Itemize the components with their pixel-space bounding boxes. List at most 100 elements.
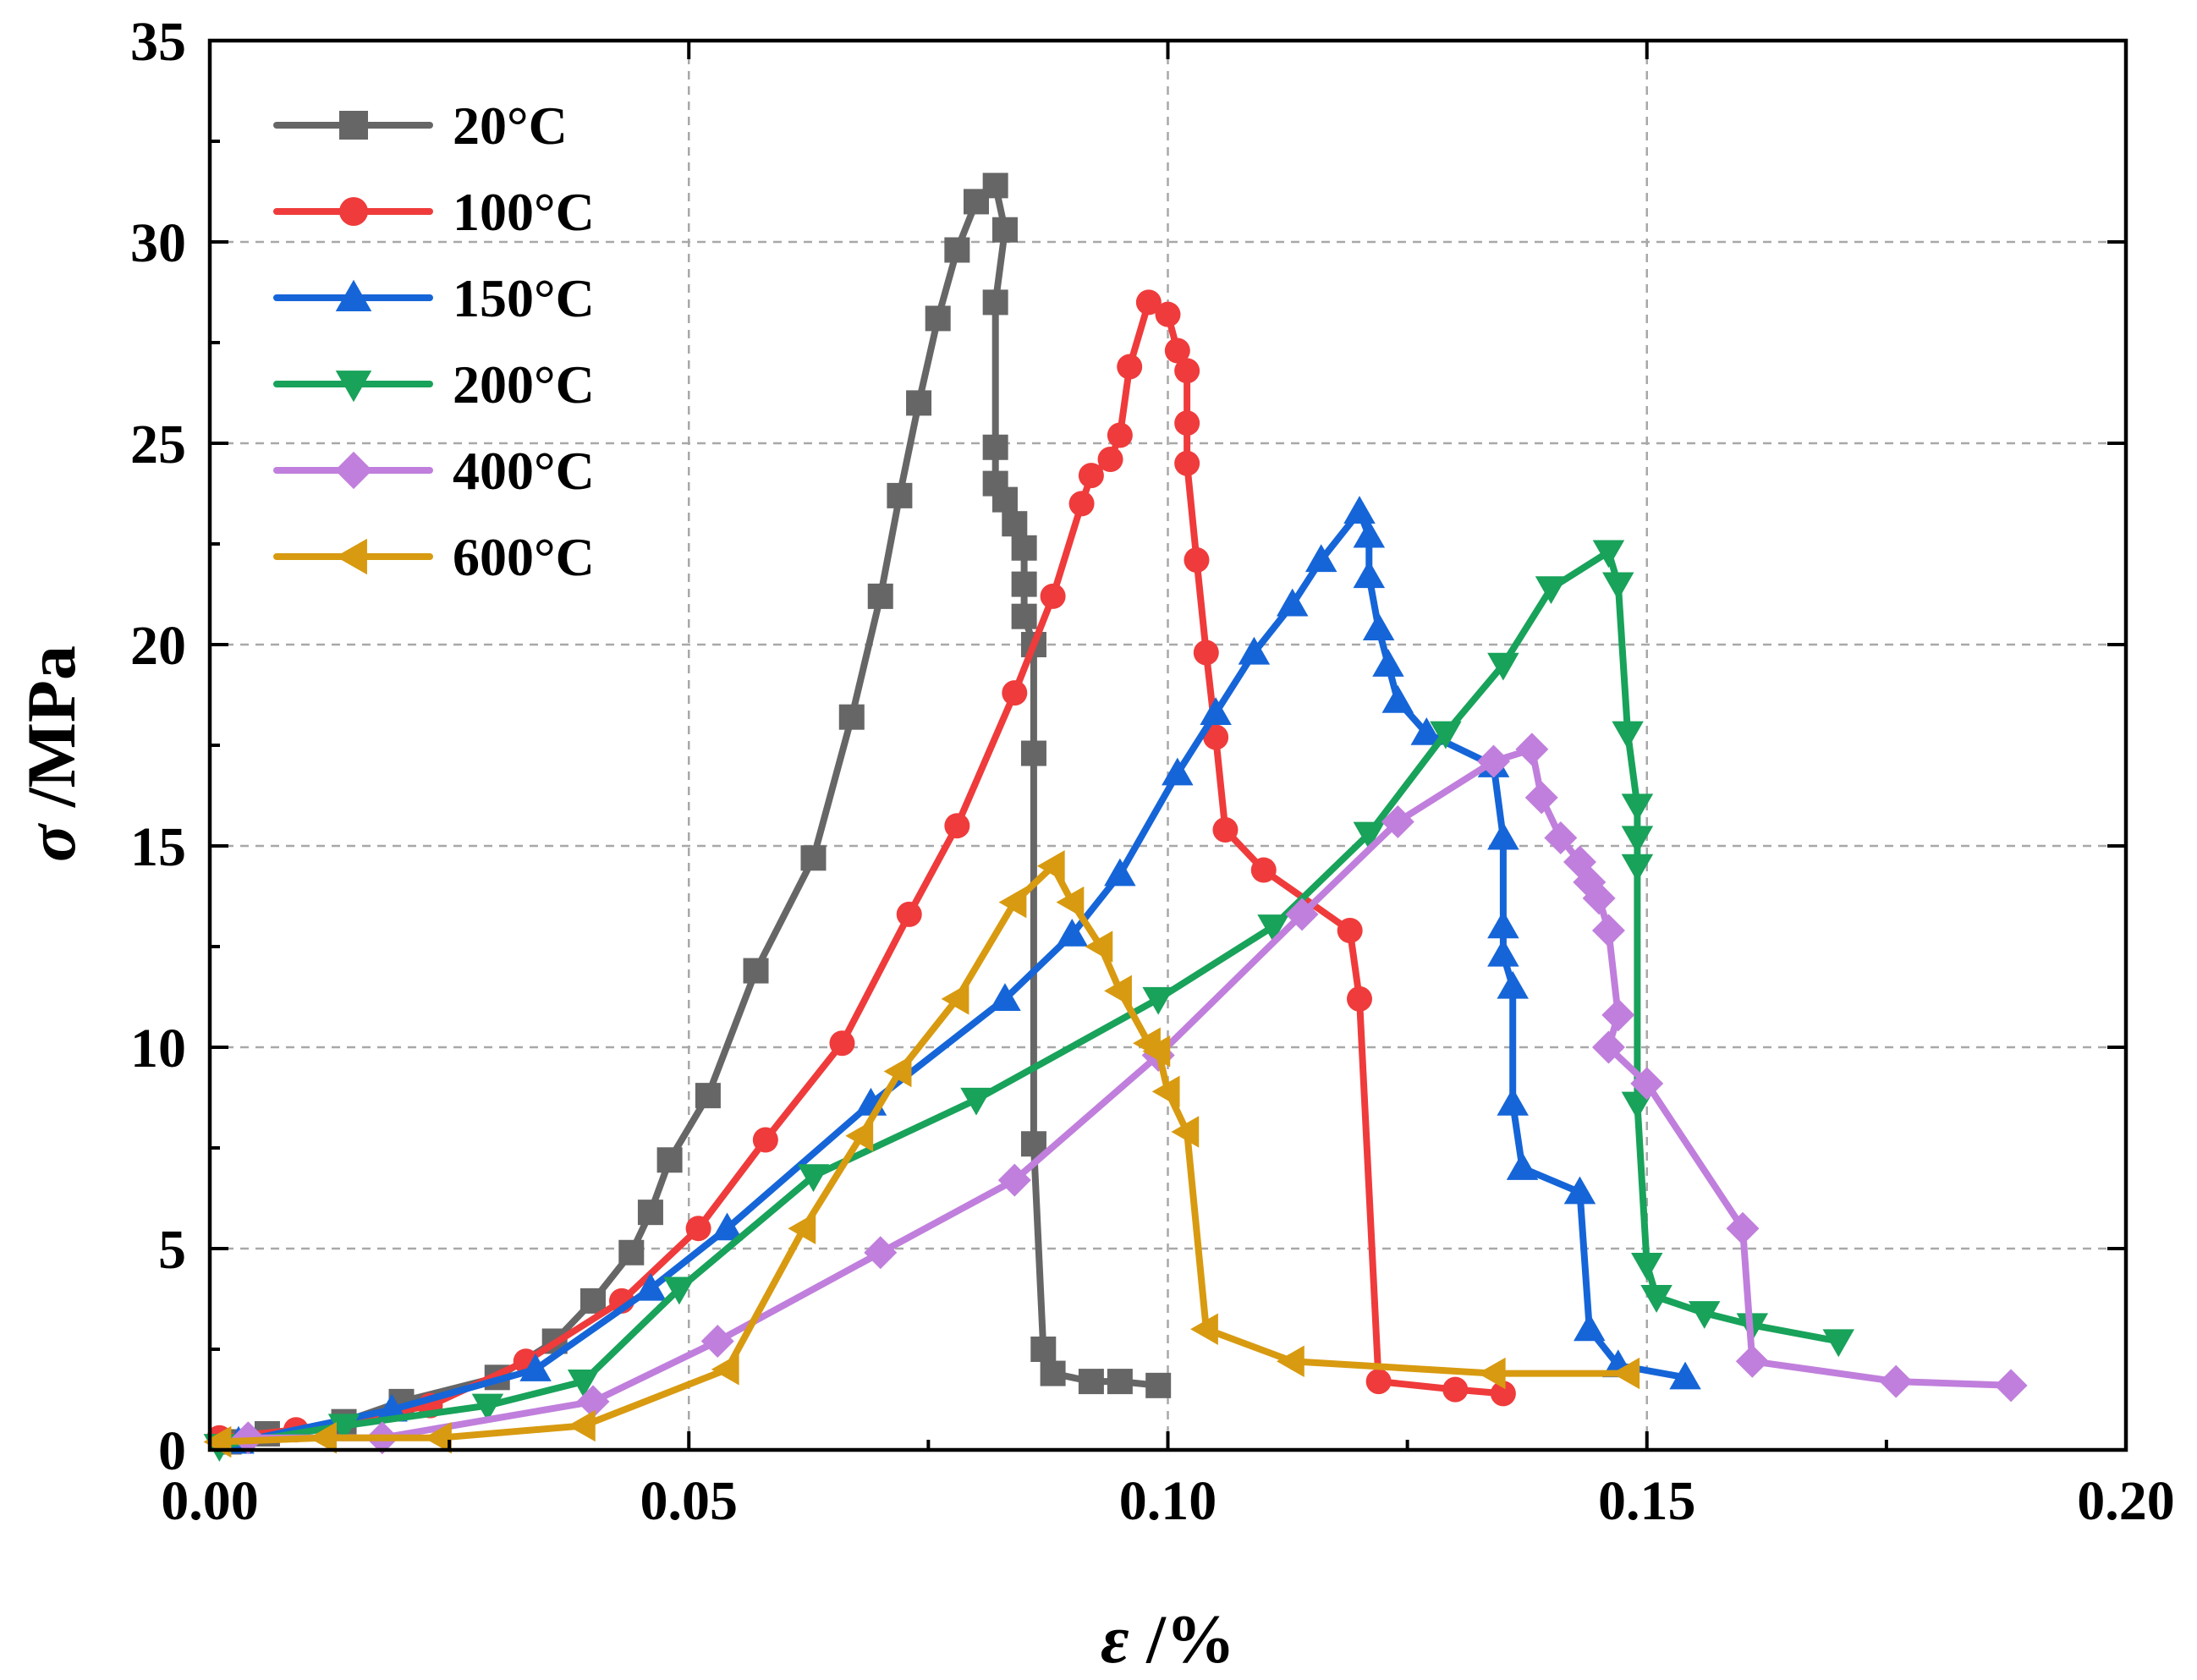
data-point bbox=[1117, 354, 1143, 380]
data-point bbox=[1735, 1344, 1769, 1378]
data-point bbox=[637, 1200, 663, 1226]
legend-item: 600°C bbox=[273, 527, 595, 587]
data-point bbox=[1442, 1376, 1469, 1403]
data-point bbox=[991, 217, 1018, 243]
data-point bbox=[1174, 450, 1200, 476]
data-point bbox=[1068, 491, 1095, 517]
legend-marker bbox=[335, 538, 367, 575]
data-point bbox=[1640, 1285, 1672, 1313]
data-point bbox=[743, 958, 769, 984]
data-point bbox=[982, 173, 1008, 199]
data-point bbox=[711, 1353, 739, 1386]
data-point bbox=[1162, 757, 1194, 786]
data-point bbox=[618, 1239, 645, 1265]
series-line bbox=[216, 862, 1632, 1446]
data-point bbox=[1688, 1301, 1721, 1329]
data-point bbox=[1285, 898, 1319, 931]
data-point bbox=[471, 1393, 504, 1422]
data-point bbox=[1353, 519, 1386, 548]
data-point bbox=[1353, 821, 1386, 850]
data-point bbox=[1135, 289, 1162, 316]
data-point bbox=[1276, 1345, 1304, 1378]
data-point bbox=[1011, 535, 1037, 561]
data-point bbox=[1184, 547, 1210, 574]
legend-label: 150°C bbox=[453, 268, 595, 328]
legend-marker bbox=[335, 279, 372, 311]
data-point bbox=[1142, 986, 1174, 1015]
data-point bbox=[1515, 733, 1549, 766]
y-axis-unit: /MPa bbox=[13, 645, 90, 808]
data-point bbox=[695, 1083, 721, 1109]
data-point bbox=[800, 845, 827, 871]
data-point bbox=[1621, 854, 1654, 882]
data-point bbox=[1372, 649, 1404, 677]
y-tick-label: 15 bbox=[130, 816, 186, 878]
series-line bbox=[216, 548, 1843, 1450]
data-point bbox=[1104, 858, 1136, 887]
data-point bbox=[1477, 1357, 1506, 1390]
data-point bbox=[1257, 914, 1289, 942]
data-point bbox=[1056, 886, 1085, 919]
data-point bbox=[998, 886, 1027, 919]
data-point bbox=[567, 1409, 596, 1442]
data-point bbox=[1155, 301, 1181, 327]
legend-label: 20°C bbox=[453, 96, 568, 156]
data-point bbox=[1343, 496, 1376, 524]
legend-item: 400°C bbox=[273, 441, 595, 501]
series-4 bbox=[231, 733, 2028, 1455]
x-tick-label: 0.20 bbox=[2077, 1470, 2175, 1532]
data-point bbox=[944, 813, 970, 839]
data-point bbox=[1487, 652, 1519, 681]
data-point bbox=[1506, 1152, 1539, 1180]
data-point bbox=[1193, 640, 1219, 666]
data-point bbox=[1574, 1313, 1606, 1342]
data-point bbox=[1200, 697, 1232, 725]
series-5 bbox=[203, 850, 1640, 1458]
data-point bbox=[941, 983, 969, 1015]
data-point bbox=[1164, 338, 1190, 364]
data-point bbox=[906, 390, 932, 416]
data-point bbox=[1592, 540, 1625, 568]
series-line bbox=[235, 508, 1689, 1446]
data-point bbox=[1002, 680, 1028, 706]
data-point bbox=[309, 1421, 337, 1454]
legend-label: 200°C bbox=[453, 354, 595, 415]
data-point bbox=[991, 486, 1018, 513]
x-axis-symbol: ε bbox=[1101, 1600, 1129, 1677]
data-point bbox=[1002, 511, 1028, 537]
data-point bbox=[1337, 917, 1363, 943]
data-point bbox=[1171, 1116, 1200, 1148]
data-point bbox=[1630, 1067, 1664, 1101]
data-point bbox=[867, 583, 893, 609]
data-point bbox=[1056, 918, 1088, 947]
data-point bbox=[1487, 938, 1519, 967]
data-point bbox=[1174, 358, 1200, 384]
data-point bbox=[1430, 721, 1462, 749]
data-point bbox=[752, 1127, 778, 1153]
data-point bbox=[1104, 975, 1132, 1007]
data-point bbox=[1020, 740, 1046, 766]
data-point bbox=[1040, 1360, 1066, 1386]
y-axis-title: σ /MPa bbox=[13, 645, 90, 862]
data-point bbox=[1145, 1372, 1172, 1398]
data-point bbox=[1601, 998, 1635, 1032]
x-tick-label: 0.05 bbox=[640, 1470, 739, 1532]
data-point bbox=[1030, 1337, 1057, 1362]
data-point bbox=[1174, 410, 1200, 436]
data-point bbox=[1487, 821, 1519, 850]
data-point bbox=[788, 1212, 816, 1244]
data-point bbox=[1250, 857, 1277, 883]
legend-item: 150°C bbox=[273, 268, 595, 328]
legend-marker bbox=[339, 197, 368, 226]
series-layer bbox=[203, 173, 2028, 1462]
data-point bbox=[982, 289, 1008, 316]
data-point bbox=[1726, 1211, 1760, 1245]
data-point bbox=[1353, 560, 1386, 589]
series-2 bbox=[222, 496, 1701, 1454]
data-point bbox=[1276, 588, 1309, 617]
data-point bbox=[997, 1163, 1031, 1197]
legend-marker bbox=[339, 111, 368, 140]
data-point bbox=[1151, 1075, 1180, 1108]
data-point bbox=[1107, 1369, 1133, 1395]
